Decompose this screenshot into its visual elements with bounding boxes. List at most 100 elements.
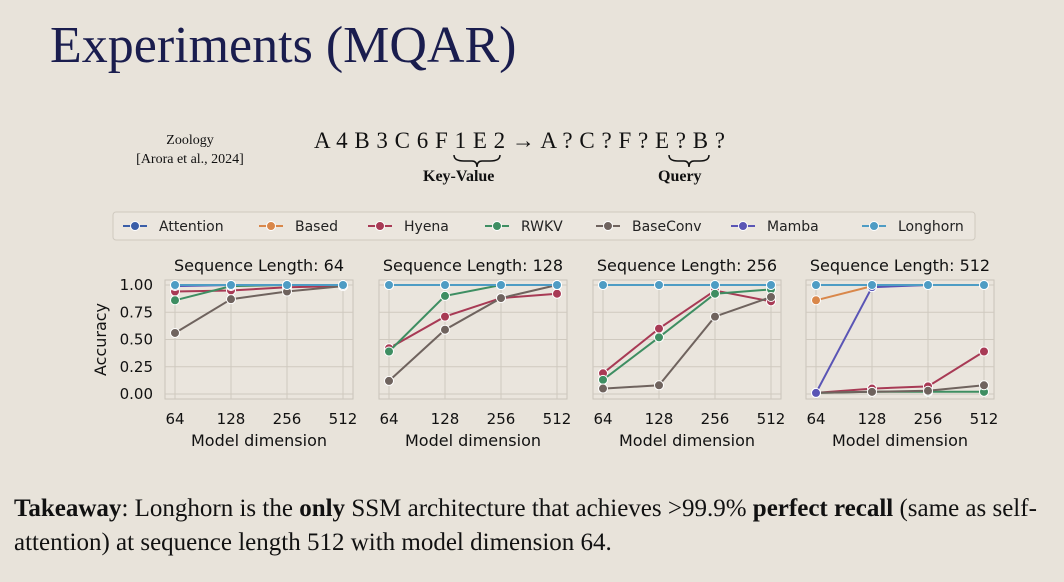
series-point-3-6-0: [811, 280, 821, 290]
series-point-2-6-0: [598, 280, 608, 290]
panel-title-0: Sequence Length: 64: [174, 256, 344, 275]
panel-title-2: Sequence Length: 256: [597, 256, 777, 275]
series-line-0-4: [174, 285, 344, 334]
x-axis-label-3: Model dimension: [832, 431, 968, 450]
series-point-3-6-1: [867, 280, 877, 290]
takeaway-perfect-recall: perfect recall: [752, 495, 894, 522]
series-point-2-6-2: [710, 280, 720, 290]
series-point-1-3-0: [384, 346, 394, 357]
slide-title: Experiments (MQAR): [50, 17, 517, 74]
x-axis-label-0: Model dimension: [191, 431, 327, 450]
legend-marker-6: [869, 221, 879, 231]
series-line-1-2: [388, 292, 558, 350]
series-point-0-6-0: [170, 280, 180, 290]
series-point-1-6-0: [384, 280, 394, 290]
series-point-3-4-2: [923, 385, 933, 396]
series-point-3-6-2: [923, 280, 933, 290]
legend-label-3: RWKV: [521, 219, 563, 235]
x-tick-0-3: 512: [329, 410, 358, 428]
legend-box: [112, 211, 976, 241]
x-tick-2-1: 128: [645, 410, 674, 428]
series-point-0-6-3: [338, 280, 348, 290]
series-point-1-6-3: [552, 280, 562, 290]
series-point-1-4-0: [384, 375, 394, 386]
x-axis-label-2: Model dimension: [619, 431, 755, 450]
series-point-2-3-1: [654, 332, 664, 343]
series-line-2-3: [602, 288, 772, 381]
legend-label-1: Based: [295, 219, 338, 235]
x-tick-3-0: 64: [806, 410, 825, 428]
series-point-2-4-3: [766, 291, 776, 302]
series-point-1-6-2: [496, 280, 506, 290]
x-tick-3-1: 128: [858, 410, 887, 428]
series-point-1-4-1: [440, 324, 450, 335]
legend-label-5: Mamba: [767, 219, 819, 235]
panel-title-3: Sequence Length: 512: [810, 256, 990, 275]
x-tick-1-3: 512: [543, 410, 572, 428]
x-tick-0-2: 256: [273, 410, 302, 428]
series-point-0-6-1: [226, 280, 236, 290]
x-tick-3-2: 256: [914, 410, 943, 428]
legend-label-0: Attention: [159, 219, 224, 235]
series-point-0-3-0: [170, 295, 180, 306]
x-tick-0-1: 128: [217, 410, 246, 428]
x-tick-1-0: 64: [379, 410, 398, 428]
mqar-accuracy-chart: Attention Based Hyena RWKV BaseConv Mamba Long…: [91, 211, 999, 450]
x-tick-3-3: 512: [970, 410, 999, 428]
series-line-2-2: [602, 289, 772, 375]
takeaway-lead: Takeaway: [14, 495, 122, 522]
key-value-brace: [453, 154, 501, 168]
series-point-2-4-2: [710, 311, 720, 322]
series-line-3-4: [815, 384, 985, 394]
series-point-0-6-2: [282, 280, 292, 290]
series-point-0-4-0: [170, 327, 180, 338]
x-tick-2-2: 256: [701, 410, 730, 428]
series-line-0-2: [174, 285, 344, 293]
series-point-2-3-2: [710, 288, 720, 299]
x-tick-1-2: 256: [487, 410, 516, 428]
series-point-2-6-1: [654, 280, 664, 290]
x-tick-2-3: 512: [757, 410, 786, 428]
legend-marker-3: [492, 221, 502, 231]
series-point-0-4-1: [226, 294, 236, 305]
legend-marker-1: [266, 221, 276, 231]
y-tick-3: 0.25: [120, 358, 153, 376]
y-tick-4: 0.00: [120, 385, 153, 403]
series-point-2-6-3: [766, 280, 776, 290]
x-axis-label-1: Model dimension: [405, 431, 541, 450]
series-point-3-2-3: [979, 346, 989, 357]
series-line-2-4: [602, 296, 772, 390]
series-point-3-1-0: [811, 295, 821, 306]
series-point-1-4-2: [496, 293, 506, 304]
x-tick-1-1: 128: [431, 410, 460, 428]
y-tick-1: 0.75: [120, 303, 153, 321]
takeaway-only: only: [299, 495, 346, 522]
legend-marker-0: [130, 221, 140, 231]
y-tick-0: 1.00: [120, 276, 153, 294]
takeaway-text: Takeaway: Longhorn is the only SSM archi…: [14, 492, 1054, 560]
panel-title-1: Sequence Length: 128: [383, 256, 563, 275]
legend-marker-5: [738, 221, 748, 231]
legend-label-2: Hyena: [404, 219, 449, 235]
takeaway-part2: SSM architecture that achieves >99.9%: [345, 495, 753, 522]
x-tick-2-0: 64: [593, 410, 612, 428]
series-line-1-4: [388, 284, 558, 382]
series-point-1-3-1: [440, 290, 450, 301]
citation-source: Zoology: [166, 133, 214, 148]
legend-marker-4: [603, 221, 613, 231]
series-point-2-3-0: [598, 374, 608, 385]
takeaway-part3: (same as self-attention) at sequence len…: [14, 495, 1037, 556]
y-tick-2: 0.50: [120, 331, 153, 349]
mqar-sequence: A 4 B 3 C 6 F 1 E 2 → A ? C ? F ? E ? B …: [314, 128, 726, 153]
series-point-3-5-0: [811, 387, 821, 398]
legend-label-4: BaseConv: [632, 219, 702, 235]
series-point-2-4-0: [598, 383, 608, 394]
series-point-1-2-1: [440, 311, 450, 322]
citation-reference: [Arora et al., 2024]: [136, 152, 244, 167]
series-point-3-4-3: [979, 380, 989, 391]
series-point-2-2-1: [654, 323, 664, 334]
series-point-1-2-3: [552, 288, 562, 299]
series-line-3-2: [815, 350, 985, 394]
series-point-2-4-1: [654, 380, 664, 391]
legend-marker-2: [375, 221, 385, 231]
